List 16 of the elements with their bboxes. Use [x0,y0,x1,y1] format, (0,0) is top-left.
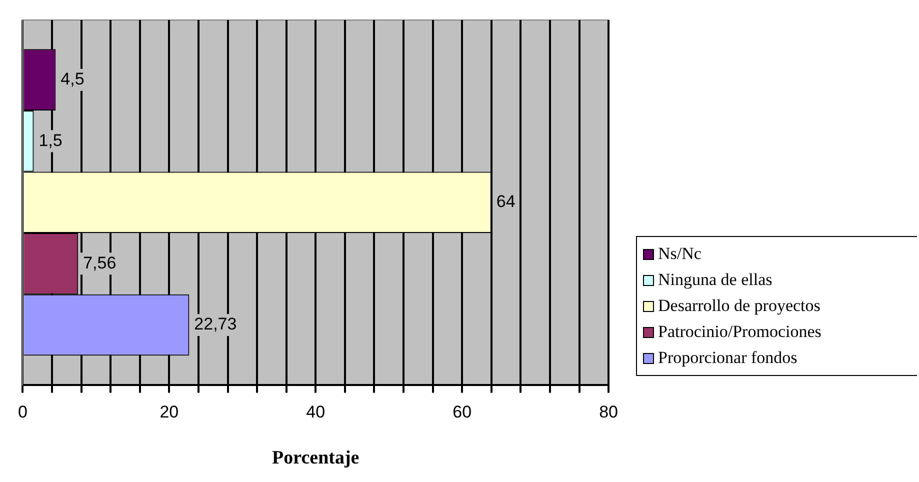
legend-label: Patrocinio/Promociones [658,321,822,343]
legend-label: Ninguna de ellas [658,269,772,291]
data-label: 64 [496,192,516,212]
data-label: 22,73 [194,314,237,334]
data-label: 7,56 [83,253,116,272]
x-tick-label: 20 [160,402,179,422]
legend-label: Proporcionar fondos [658,347,798,369]
legend-label: Ns/Nc [658,243,702,265]
x-axis-title: Porcentaje [272,448,360,469]
data-label: 1,5 [38,130,62,150]
x-tick-label: 60 [452,402,472,422]
data-label: 4,5 [60,70,84,89]
x-tick-label: 0 [18,402,28,422]
x-tick-label: 80 [599,402,618,422]
legend-label: Desarrollo de proyectos [658,295,820,317]
x-tick-label: 40 [306,402,326,422]
